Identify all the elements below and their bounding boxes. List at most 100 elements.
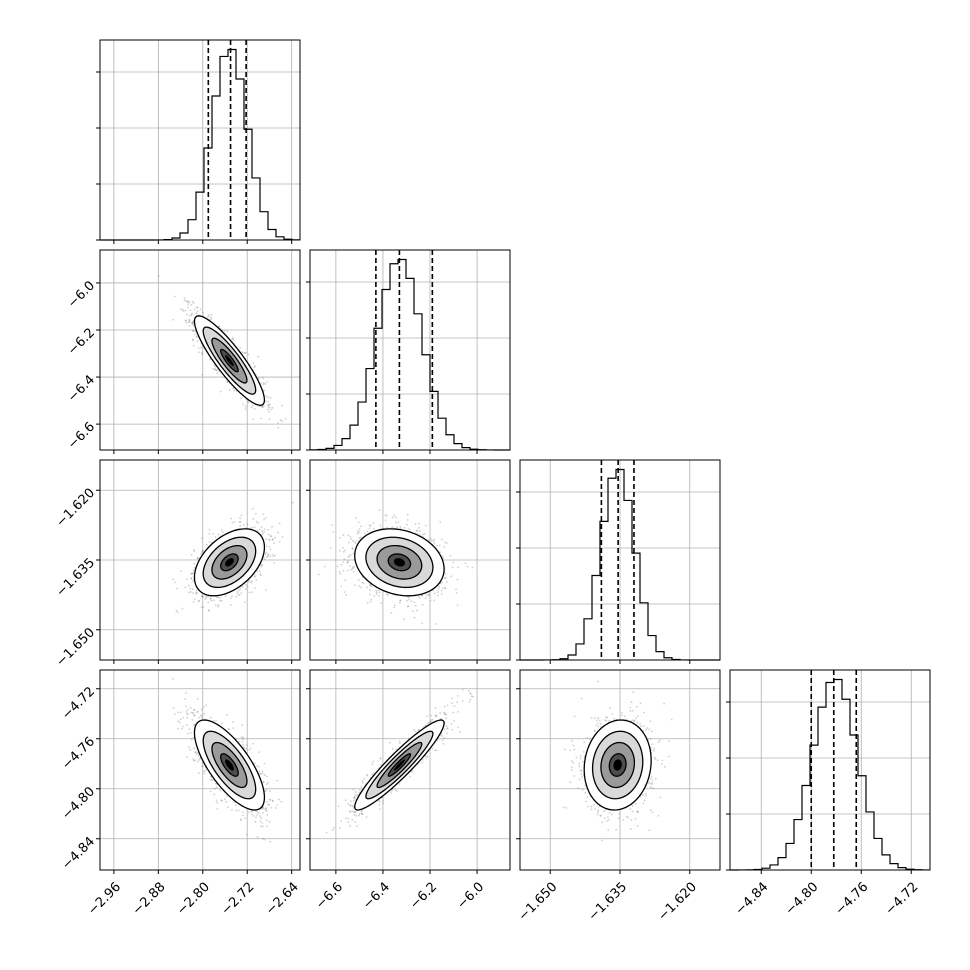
sample-point bbox=[192, 338, 194, 341]
contour-level bbox=[193, 528, 266, 597]
sample-point bbox=[215, 786, 218, 789]
sample-point bbox=[214, 368, 217, 371]
sample-point bbox=[253, 407, 256, 410]
sample-point bbox=[201, 594, 203, 597]
sample-point bbox=[267, 528, 269, 531]
sample-point bbox=[443, 546, 446, 548]
sample-point bbox=[266, 775, 268, 778]
sample-point bbox=[373, 527, 375, 530]
sample-point bbox=[379, 524, 382, 527]
sample-point bbox=[198, 600, 201, 602]
sample-point bbox=[244, 588, 247, 590]
sample-point bbox=[362, 582, 365, 585]
sample-point bbox=[192, 344, 195, 347]
sample-point bbox=[236, 592, 239, 595]
sample-point bbox=[267, 396, 270, 399]
sample-point bbox=[254, 575, 257, 577]
sample-point bbox=[215, 369, 218, 372]
sample-point bbox=[430, 540, 433, 542]
sample-point bbox=[366, 530, 369, 533]
sample-point bbox=[342, 534, 345, 536]
sample-point bbox=[253, 576, 256, 578]
panel-background bbox=[100, 40, 300, 240]
sample-point bbox=[230, 604, 232, 606]
sample-point bbox=[232, 338, 235, 341]
sample-point bbox=[243, 601, 246, 604]
sample-point bbox=[219, 599, 221, 602]
sample-point bbox=[229, 597, 232, 599]
sample-point bbox=[228, 388, 231, 391]
sample-point bbox=[323, 565, 326, 568]
sample-point bbox=[233, 520, 236, 523]
sample-point bbox=[359, 536, 362, 539]
sample-point bbox=[395, 516, 397, 519]
sample-point bbox=[195, 752, 198, 755]
sample-point bbox=[191, 323, 194, 326]
sample-point bbox=[219, 390, 222, 393]
plot-root: −2.96 −2.88 −2.80 −2.72 −2.64 −6.6 −6.4 −6.2 −6.… bbox=[53, 39, 931, 924]
sample-point bbox=[200, 606, 203, 609]
sample-point bbox=[185, 313, 188, 316]
sample-point bbox=[355, 539, 358, 542]
sample-point bbox=[201, 765, 203, 768]
sample-point bbox=[208, 609, 210, 612]
contour-level bbox=[202, 326, 257, 395]
sample-point bbox=[212, 367, 214, 370]
panel-background bbox=[100, 250, 300, 450]
sample-point bbox=[418, 526, 420, 529]
sample-point bbox=[259, 564, 262, 567]
sample-point bbox=[196, 306, 199, 309]
sample-point bbox=[200, 552, 202, 555]
sample-point bbox=[241, 351, 244, 353]
panel-p2-p2 bbox=[516, 459, 721, 664]
sample-point bbox=[204, 595, 207, 598]
sample-point bbox=[418, 530, 421, 532]
sample-point bbox=[188, 320, 191, 323]
sample-point bbox=[437, 594, 439, 597]
sample-point bbox=[263, 838, 266, 841]
sample-point bbox=[351, 547, 354, 550]
sample-point bbox=[213, 793, 216, 796]
sample-point bbox=[347, 556, 350, 559]
sample-point bbox=[352, 566, 354, 569]
sample-point bbox=[261, 837, 264, 840]
sample-point bbox=[350, 568, 353, 571]
sample-point bbox=[274, 536, 277, 539]
sample-point bbox=[244, 351, 247, 354]
sample-point bbox=[268, 538, 271, 541]
sample-point bbox=[358, 528, 361, 531]
sample-point bbox=[226, 713, 228, 716]
sample-point bbox=[347, 534, 350, 537]
sample-point bbox=[233, 389, 236, 392]
sample-point bbox=[256, 810, 259, 813]
sample-point bbox=[254, 512, 257, 515]
sample-point bbox=[258, 770, 261, 773]
sample-point bbox=[440, 593, 443, 596]
sample-point bbox=[197, 600, 200, 603]
sample-point bbox=[242, 524, 245, 526]
sample-point bbox=[340, 585, 343, 587]
sample-point bbox=[195, 592, 198, 595]
sample-point bbox=[380, 602, 383, 605]
sample-point bbox=[190, 577, 193, 580]
sample-point bbox=[343, 591, 346, 594]
sample-point bbox=[250, 581, 253, 584]
sample-point bbox=[192, 321, 194, 324]
sample-point bbox=[194, 751, 197, 754]
sample-point bbox=[265, 807, 267, 810]
sample-point bbox=[439, 521, 442, 523]
density-peak bbox=[393, 558, 405, 567]
sample-point bbox=[210, 317, 213, 320]
sample-point bbox=[216, 596, 218, 599]
sample-point bbox=[177, 727, 179, 730]
sample-point bbox=[172, 578, 175, 581]
sample-point bbox=[356, 530, 359, 533]
sample-point bbox=[225, 800, 227, 803]
sample-point bbox=[340, 563, 343, 566]
sample-point bbox=[214, 368, 216, 371]
sample-point bbox=[451, 566, 454, 569]
sample-point bbox=[210, 313, 213, 316]
sample-point bbox=[384, 514, 387, 516]
sample-point bbox=[270, 408, 273, 411]
sample-point bbox=[357, 521, 360, 524]
